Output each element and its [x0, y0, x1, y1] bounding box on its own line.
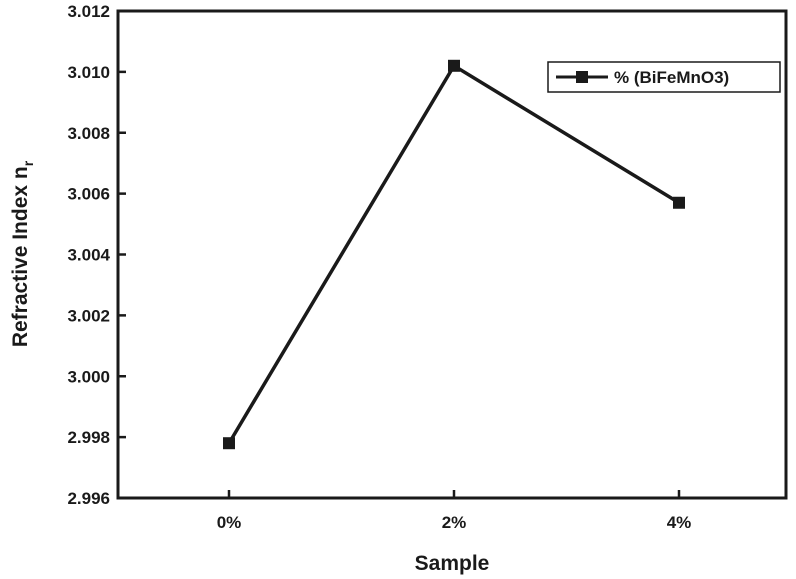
- y-axis-title-subscript: r: [20, 160, 36, 166]
- legend: % (BiFeMnO3): [547, 61, 781, 93]
- y-axis-title: Refractive Index nr: [9, 160, 36, 347]
- y-tick-label: 3.000: [67, 367, 110, 386]
- data-point-marker: [448, 59, 460, 72]
- x-tick-label: 2%: [442, 513, 467, 532]
- x-axis-ticks: 0% 2% 4%: [217, 490, 692, 532]
- y-tick-label: 2.996: [67, 489, 110, 508]
- data-point-marker: [673, 196, 685, 209]
- y-tick-label: 3.012: [67, 2, 110, 21]
- x-axis-title: Sample: [415, 552, 490, 575]
- y-tick-label: 3.010: [67, 63, 110, 82]
- data-point-marker: [223, 437, 235, 450]
- series-group: [223, 59, 685, 450]
- y-tick-label: 3.006: [67, 185, 110, 204]
- x-tick-label: 4%: [667, 513, 692, 532]
- legend-label: % (BiFeMnO3): [614, 68, 729, 87]
- y-tick-label: 3.004: [67, 246, 110, 265]
- y-tick-label: 3.008: [67, 124, 110, 143]
- y-tick-label: 2.998: [67, 428, 110, 447]
- plot-area-frame: [116, 9, 788, 500]
- y-axis-title-group: Refractive Index nr: [9, 160, 36, 347]
- y-axis-title-main: Refractive Index n: [9, 166, 32, 347]
- y-tick-label: 3.002: [67, 306, 110, 325]
- y-axis-ticks: 2.996 2.998 3.000 3.002 3.004 3.006 3.008 3.010…: [67, 2, 126, 508]
- x-tick-label: 0%: [217, 513, 242, 532]
- legend-marker: [576, 71, 588, 83]
- series-line: [227, 63, 680, 445]
